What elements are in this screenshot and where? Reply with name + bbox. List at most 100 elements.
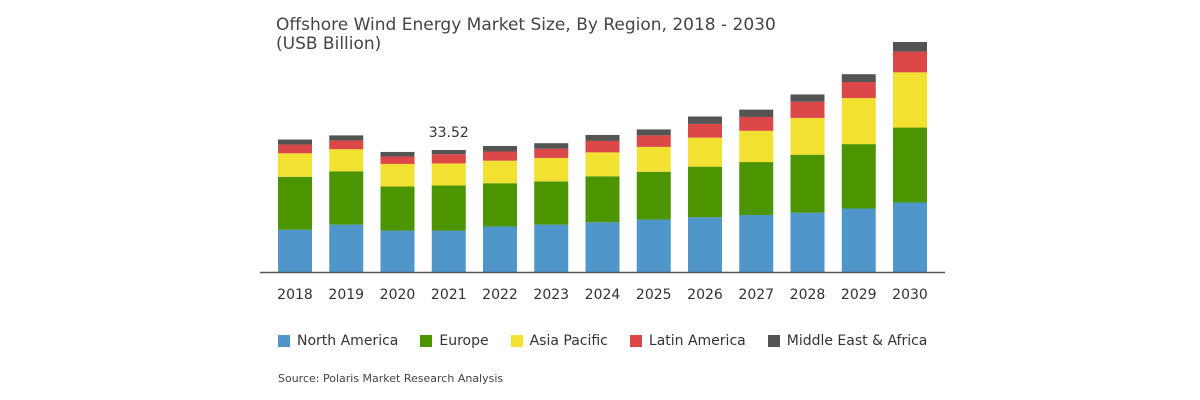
- legend-label-asia-pacific: Asia Pacific: [529, 333, 608, 349]
- bar-2023-middle-east-africa: [534, 143, 569, 149]
- x-tick-label-2030: 2030: [892, 287, 928, 303]
- legend-label-north-america: North America: [297, 333, 399, 349]
- bar-2029-europe: [841, 144, 876, 209]
- bar-2026-north-america: [688, 217, 722, 272]
- legend-label-middle-east-africa: Middle East & Africa: [786, 333, 928, 349]
- bar-2024-north-america: [585, 222, 620, 272]
- bar-2030-europe: [893, 127, 927, 203]
- bar-2018-north-america: [278, 229, 312, 272]
- bar-2020-europe: [380, 186, 415, 231]
- bar-2021-latin-america: [431, 154, 466, 164]
- bar-2018-latin-america: [278, 144, 312, 154]
- chart-subtitle: (USB Billion): [276, 34, 382, 54]
- data-label-2021: 33.52: [429, 125, 469, 141]
- bar-2028-europe: [790, 154, 825, 213]
- chart-legend: North America Europe Asia Pacific Latin Ame…: [278, 333, 949, 349]
- bar-2021-asia-pacific: [431, 163, 466, 186]
- bar-2026-asia-pacific: [688, 137, 722, 167]
- x-tick-label-2020: 2020: [380, 287, 416, 303]
- bar-2019-latin-america: [329, 140, 364, 150]
- bar-2024-middle-east-africa: [585, 134, 620, 141]
- x-tick-label-2026: 2026: [687, 287, 723, 303]
- source-note: Source: Polaris Market Research Analysis: [278, 372, 504, 385]
- bar-2021-europe: [431, 185, 466, 231]
- legend-item-europe: Europe: [420, 333, 489, 349]
- bar-2021-north-america: [431, 230, 466, 272]
- legend-swatch-middle-east-africa: [767, 335, 780, 347]
- bar-2023-north-america: [534, 224, 569, 272]
- x-tick-label-2025: 2025: [636, 287, 672, 303]
- bar-2024-latin-america: [585, 140, 620, 153]
- legend-label-europe: Europe: [439, 333, 489, 349]
- bar-2019-asia-pacific: [329, 149, 364, 172]
- bar-2026-middle-east-africa: [688, 116, 722, 124]
- bar-2024-europe: [585, 176, 620, 223]
- bar-2022-europe: [483, 183, 517, 227]
- x-tick-label-2021: 2021: [431, 287, 467, 303]
- bar-2018-middle-east-africa: [278, 139, 312, 145]
- bar-2019-europe: [329, 171, 364, 225]
- bar-2026-europe: [688, 166, 722, 218]
- x-tick-label-2028: 2028: [790, 287, 826, 303]
- legend-item-north-america: North America: [278, 333, 398, 349]
- x-tick-label-2029: 2029: [841, 287, 877, 303]
- bar-2027-middle-east-africa: [739, 109, 774, 117]
- bar-2025-latin-america: [636, 135, 671, 147]
- bar-2030-middle-east-africa: [893, 42, 927, 52]
- bar-2020-north-america: [380, 230, 415, 272]
- bar-2023-asia-pacific: [534, 157, 569, 182]
- bar-2028-latin-america: [790, 101, 825, 118]
- bar-2022-north-america: [483, 226, 517, 272]
- bar-2026-latin-america: [688, 123, 722, 138]
- bar-2027-latin-america: [739, 116, 774, 131]
- bar-2020-latin-america: [380, 156, 415, 164]
- bar-2029-asia-pacific: [841, 98, 876, 145]
- legend-swatch-north-america: [278, 335, 290, 347]
- bar-2028-asia-pacific: [790, 117, 825, 155]
- bar-2022-middle-east-africa: [483, 145, 517, 152]
- bar-2029-latin-america: [841, 82, 876, 99]
- bar-2021-middle-east-africa: [431, 150, 466, 155]
- bar-2022-latin-america: [483, 151, 517, 161]
- bar-2023-latin-america: [534, 148, 569, 158]
- bar-2025-middle-east-africa: [636, 129, 671, 136]
- legend-label-latin-america: Latin America: [648, 333, 746, 349]
- bar-2028-north-america: [790, 212, 825, 272]
- legend-swatch-latin-america: [629, 335, 642, 347]
- bar-2018-europe: [278, 176, 312, 230]
- legend-item-latin-america: Latin America: [629, 333, 746, 349]
- legend-swatch-asia-pacific: [510, 335, 523, 347]
- bar-2027-europe: [739, 162, 774, 215]
- x-tick-label-2027: 2027: [738, 287, 774, 303]
- legend-item-asia-pacific: Asia Pacific: [510, 333, 608, 349]
- x-tick-label-2018: 2018: [277, 287, 313, 303]
- bar-2025-asia-pacific: [636, 146, 671, 172]
- bar-2023-europe: [534, 181, 569, 225]
- bar-2029-north-america: [841, 208, 876, 272]
- bar-2029-middle-east-africa: [841, 74, 876, 83]
- legend-swatch-europe: [420, 335, 433, 347]
- bar-2030-asia-pacific: [893, 72, 927, 128]
- x-tick-label-2022: 2022: [482, 287, 518, 303]
- x-tick-label-2024: 2024: [585, 287, 621, 303]
- chart-title: Offshore Wind Energy Market Size, By Reg…: [276, 15, 776, 35]
- bar-2030-north-america: [893, 202, 927, 272]
- bar-2024-asia-pacific: [585, 152, 620, 177]
- bar-2019-north-america: [329, 224, 364, 272]
- bar-2027-north-america: [739, 214, 774, 272]
- x-tick-label-2019: 2019: [328, 287, 364, 303]
- bar-2019-middle-east-africa: [329, 135, 364, 141]
- bar-2028-middle-east-africa: [790, 94, 825, 102]
- bar-2020-middle-east-africa: [380, 151, 415, 157]
- bar-2030-latin-america: [893, 51, 927, 73]
- x-tick-label-2023: 2023: [533, 287, 569, 303]
- chart-title-block: Offshore Wind Energy Market Size, By Reg…: [276, 16, 776, 54]
- bar-2025-north-america: [636, 219, 671, 272]
- bar-2020-asia-pacific: [380, 163, 415, 187]
- bar-2025-europe: [636, 171, 671, 220]
- legend-item-middle-east-africa: Middle East & Africa: [767, 333, 928, 349]
- bar-2022-asia-pacific: [483, 160, 517, 184]
- bar-2027-asia-pacific: [739, 130, 774, 163]
- bar-2018-asia-pacific: [278, 153, 312, 177]
